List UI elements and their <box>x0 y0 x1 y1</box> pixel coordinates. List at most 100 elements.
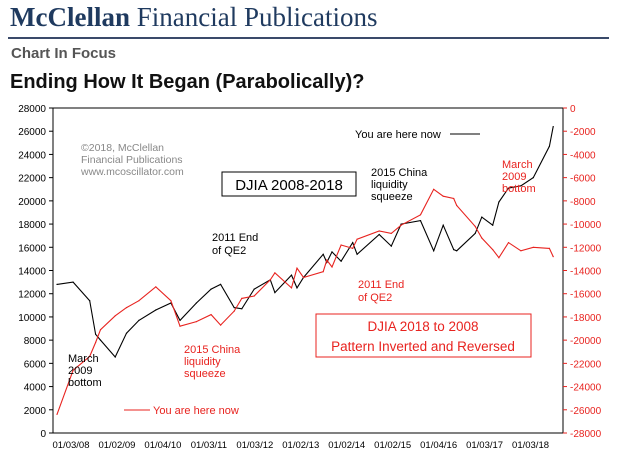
annotation-march: 2009 <box>68 365 92 377</box>
annotation-red-china: liquidity <box>184 356 221 368</box>
black-data-point <box>548 145 551 147</box>
annotation-china: liquidity <box>371 179 408 191</box>
brand-title: McClellan Financial Publications <box>10 2 378 32</box>
left-tick-label: 14000 <box>18 267 46 278</box>
black-data-point <box>378 233 380 236</box>
black-data-point <box>322 253 324 255</box>
black-data-point <box>274 292 276 294</box>
red-data-point <box>356 238 358 240</box>
left-tick-label: 20000 <box>18 197 46 208</box>
right-tick-label: -4000 <box>570 150 596 161</box>
red-data-point <box>400 224 402 226</box>
annotation-red-march: 2009 <box>502 171 526 183</box>
black-data-point <box>474 232 476 234</box>
black-data-point <box>456 250 458 252</box>
black-data-point <box>507 187 510 189</box>
black-data-point <box>419 220 422 222</box>
left-tick-label: 26000 <box>18 127 46 138</box>
annotation-qe2: 2011 End <box>212 232 258 244</box>
black-data-point <box>155 309 157 311</box>
red-data-point <box>474 225 476 227</box>
left-tick-label: 0 <box>40 429 46 440</box>
black-data-point <box>331 251 333 253</box>
black-data-point <box>400 223 402 225</box>
annotation-march: March <box>68 353 99 365</box>
copyright-line: ©2018, McClellan <box>81 142 164 154</box>
black-data-point <box>532 177 534 179</box>
x-tick-label: 01/03/12 <box>236 440 273 451</box>
right-tick-label: -6000 <box>570 174 596 185</box>
copyright-line: Financial Publications <box>81 154 183 166</box>
black-box-label: DJIA 2008-2018 <box>235 177 343 194</box>
red-data-point <box>302 276 305 279</box>
red-data-point <box>492 249 494 251</box>
annotation-here-now: You are here now <box>355 129 441 141</box>
red-box <box>315 313 532 358</box>
black-data-point <box>195 302 197 304</box>
left-tick-label: 22000 <box>18 174 46 185</box>
red-data-point <box>170 300 172 302</box>
right-tick-label: -12000 <box>570 243 602 254</box>
red-data-point <box>322 271 324 273</box>
right-tick-label: -14000 <box>570 267 602 278</box>
red-data-point <box>95 341 97 344</box>
right-tick-label: -8000 <box>570 197 596 208</box>
red-data-point <box>442 195 444 197</box>
black-data-point <box>296 287 298 289</box>
black-data-point <box>453 249 455 251</box>
red-data-point <box>138 300 140 302</box>
x-tick-label: 01/03/08 <box>53 440 90 451</box>
red-data-point <box>390 232 392 234</box>
red-data-point <box>378 230 380 232</box>
black-data-point <box>552 126 554 128</box>
left-tick-label: 2000 <box>24 406 47 417</box>
red-data-point <box>498 257 500 259</box>
red-data-point <box>195 321 197 323</box>
black-data-point <box>138 319 140 321</box>
black-data-point <box>233 307 235 309</box>
red-data-point <box>155 286 157 288</box>
section-label: Chart In Focus <box>11 45 117 62</box>
red-data-point <box>253 295 255 297</box>
black-data-point <box>352 242 354 244</box>
red-data-point <box>114 315 116 317</box>
black-data-point <box>390 245 392 247</box>
black-data-point <box>179 319 181 321</box>
left-tick-label: 10000 <box>18 313 46 324</box>
x-tick-label: 01/04/10 <box>144 440 181 451</box>
annotation-china: squeeze <box>371 191 413 203</box>
red-data-point <box>269 279 271 281</box>
red-data-point <box>241 297 243 299</box>
black-data-point <box>220 283 222 285</box>
right-tick-label: -2000 <box>570 127 596 138</box>
black-data-point <box>356 253 358 255</box>
black-data-point <box>56 283 58 285</box>
red-data-point <box>548 247 551 249</box>
red-data-point <box>326 259 328 261</box>
x-tick-label: 01/04/16 <box>420 440 457 451</box>
black-data-point <box>340 260 342 262</box>
red-data-point <box>89 355 91 357</box>
black-data-point <box>95 333 97 335</box>
annotation-red-china: 2015 China <box>184 344 241 356</box>
right-tick-label: -20000 <box>570 336 602 347</box>
right-tick-label: 0 <box>570 104 576 115</box>
black-data-point <box>481 216 483 218</box>
red-data-point <box>210 314 212 316</box>
red-data-point <box>419 214 422 216</box>
red-data-point <box>456 204 458 207</box>
djia-chart: 0 2000 4000 6000 8000 10000 12000 14000 16000 180… <box>18 104 602 451</box>
red-data-point <box>481 237 483 239</box>
black-data-point <box>89 300 91 302</box>
black-data-point <box>241 308 243 310</box>
black-box <box>221 171 357 197</box>
left-tick-label: 4000 <box>24 383 47 394</box>
left-tick-label: 28000 <box>18 104 46 115</box>
red-data-point <box>233 310 235 312</box>
red-data-point <box>507 242 510 244</box>
red-data-point <box>179 325 181 327</box>
x-tick-label: 01/03/17 <box>466 440 503 451</box>
x-tick-label: 01/03/18 <box>512 440 549 451</box>
right-tick-label: -24000 <box>570 383 602 394</box>
red-box-line: DJIA 2018 to 2008 <box>367 319 478 334</box>
